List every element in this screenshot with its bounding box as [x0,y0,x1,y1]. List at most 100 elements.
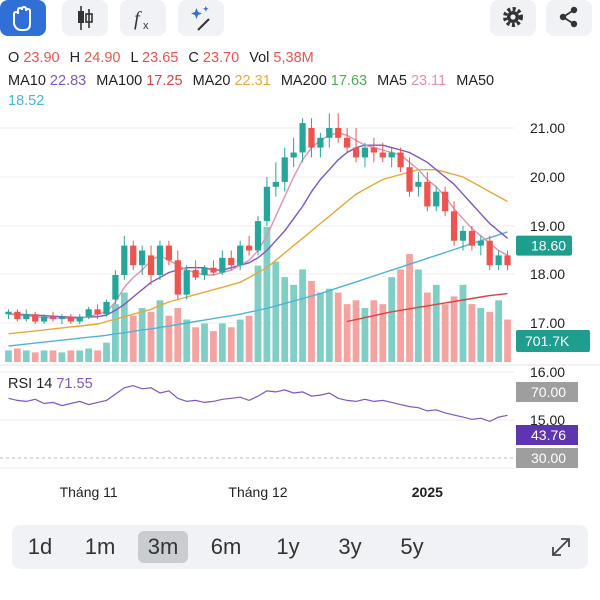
candle-body [344,137,351,148]
volume-bar [352,300,360,362]
candle-body [121,245,128,275]
candle-body [406,167,413,192]
candle-body [130,245,137,266]
candle-body [210,267,217,273]
expand-icon[interactable] [548,534,574,560]
volume-tag-label: 701.7K [525,333,570,349]
candle-body [254,221,262,251]
candle-body [103,301,110,315]
volume-bar [147,311,155,362]
volume-label: Vol [249,50,270,66]
volume-bar [468,304,476,362]
candle-body [442,191,449,212]
volume-bar [192,327,200,362]
volume-bar [290,284,298,362]
volume-bar [156,300,164,362]
volume-bar [94,350,101,362]
volume-bar [361,308,369,362]
candle-body [40,316,48,322]
candle-body [379,152,386,158]
candle-type-button[interactable] [62,0,108,36]
candle-body [459,230,467,241]
volume-bar [254,265,262,362]
candle-body [85,309,92,317]
price-tick-label: 21.00 [530,120,565,136]
candle-body [219,257,226,273]
candle-body [201,267,208,275]
candle-body [112,275,119,300]
high-label: H [69,50,81,66]
volume-bar [325,288,333,362]
volume-bar [370,300,378,362]
settings-button[interactable] [490,0,536,36]
ma-legend: MA10 22.83 MA100 17.25 MA20 22.31 MA200 … [8,73,558,89]
candle-body [183,270,190,295]
volume-bar [218,323,226,362]
candle-body [156,245,164,275]
volume-bar [22,350,30,362]
x-axis-label: 2025 [412,484,443,500]
volume-bar [299,269,306,362]
x-axis-label: Tháng 12 [228,484,287,500]
candle-body [245,245,253,251]
ma20-value: 22.31 [234,73,271,89]
price-tick-label: 16.00 [530,364,565,380]
volume-bar [415,269,422,362]
volume-bar [397,269,404,362]
price-tag-bg [516,235,572,256]
candle-body [32,314,39,322]
timeframe-1y[interactable]: 1y [276,534,300,559]
candle-body [450,211,458,241]
price-tick-label: 18.00 [530,266,565,282]
timeframe-1m[interactable]: 1m [84,534,116,559]
ma50-value-row: 18.52 [8,93,50,109]
candle-body [388,152,395,158]
volume-bar [432,284,440,362]
volume-bar [477,308,485,362]
price-tag-label: 18.60 [531,238,566,254]
rsi-low-tag-bg [516,448,578,468]
candlestick-icon [78,6,93,30]
volume-bar [183,319,191,362]
volume-bar [5,350,12,362]
ohlc-legend: O 23.90 H 24.90 L 23.65 C 23.70 Vol 5,38… [8,50,320,66]
volume-bar [58,352,66,362]
candle-body [352,147,360,158]
volume-bar [459,284,467,362]
hand-tool-button[interactable] [0,0,46,36]
gear-icon [503,7,523,27]
timeframe-3m[interactable]: 3m [138,531,188,563]
volume-bar [281,277,289,362]
candle-body [290,152,297,158]
volume-bar [76,350,84,362]
ma100-value: 17.25 [146,73,183,89]
candle-body [299,123,306,153]
volume-bar [504,319,511,362]
volume-bar [379,304,387,362]
candle-body [397,152,404,168]
ma200-label: MA200 [280,73,327,89]
volume-bar [245,315,253,362]
close-label: C [188,50,199,66]
timeframe-6m[interactable]: 6m [210,534,242,559]
candle-body [5,311,12,315]
volume-bar [112,304,119,362]
price-chart[interactable]: 21.00 20.00 19.00 18.00 17.00 16.00 15.00 18.60… [0,60,600,500]
volume-bar [272,261,280,362]
volume-tag-bg [516,330,590,352]
svg-text:f: f [134,8,142,30]
share-button[interactable] [546,0,592,36]
timeframe-bar: 1d 1m 3m 6m 1y 3y 5y [12,525,588,569]
ma10-label: MA10 [8,73,46,89]
volume-bar [138,308,146,362]
candle-body [415,181,422,187]
drawing-tools-button[interactable] [178,0,224,36]
timeframe-5y[interactable]: 5y [400,534,424,559]
timeframe-3y[interactable]: 3y [338,534,362,559]
open-label: O [8,50,20,66]
volume-bar [227,327,235,362]
timeframe-1d[interactable]: 1d [27,534,53,559]
indicators-button[interactable]: f x [120,0,166,36]
volume-bar [67,350,75,362]
rsi-low-tag: 30.00 [531,450,566,466]
